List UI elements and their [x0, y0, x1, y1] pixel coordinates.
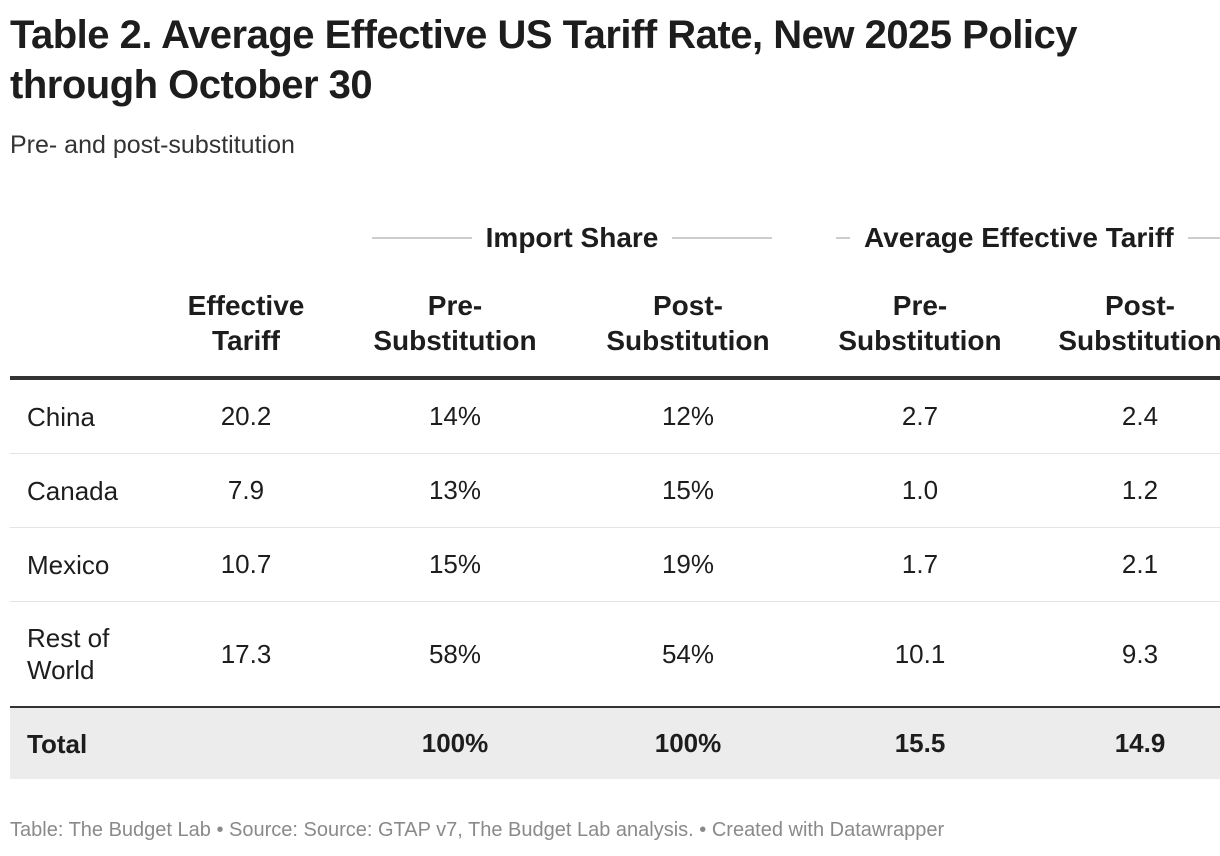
table-cell: 15.5 [894, 728, 946, 758]
table-row: Mexico 10.7 15% 19% 1.7 2.1 [10, 528, 1220, 602]
table-cell: 100% [421, 728, 489, 758]
column-header-line: Post- [1105, 290, 1175, 321]
divider [1187, 237, 1220, 239]
column-header-line: Substitution [838, 325, 1002, 356]
table-cell: 10.7 [220, 549, 272, 579]
column-header[interactable]: Pre- Substitution [345, 288, 565, 358]
column-header[interactable]: Post- Substitution [578, 288, 798, 358]
total-row: Total 100% 100% 15.5 14.9 [10, 708, 1220, 779]
table-cell: 2.4 [1121, 401, 1159, 431]
divider [836, 237, 850, 239]
total-rule [10, 706, 1220, 708]
divider [372, 237, 472, 239]
header-rule [10, 376, 1220, 380]
table-cell: 15% [661, 475, 715, 505]
row-label: Rest of World [27, 623, 110, 685]
divider [672, 237, 773, 239]
column-header-line: Pre- [892, 290, 948, 321]
column-header[interactable]: Post- Substitution [1030, 288, 1220, 358]
column-header[interactable]: Effective Tariff [136, 288, 356, 358]
table-cell: 13% [428, 475, 482, 505]
table-cell: 2.7 [901, 401, 939, 431]
table-cell: 10.1 [894, 638, 946, 669]
column-header-line: Post- [653, 290, 723, 321]
chart-title: Table 2. Average Effective US Tariff Rat… [10, 13, 1078, 107]
table-cell: 9.3 [1121, 638, 1159, 669]
spanning-header-average-effective-tariff: Average Effective Tariff [836, 221, 1220, 255]
table-row: Rest of World 17.3 58% 54% 10.1 9.3 [10, 602, 1220, 707]
footer-credits: Table: The Budget Lab • Source: Source: … [10, 819, 945, 841]
column-header-line: Effective [187, 290, 305, 321]
column-header-line: Pre- [427, 290, 483, 321]
row-label: Total [27, 728, 88, 759]
spanning-header-import-share: Import Share [372, 221, 773, 255]
table-cell: 19% [661, 549, 715, 579]
table-cell: 54% [661, 638, 715, 669]
table-cell: 14% [428, 401, 482, 431]
row-label: Canada [27, 475, 119, 506]
column-header-line: Substitution [1058, 325, 1220, 356]
row-label: Mexico [27, 549, 110, 580]
spanning-header-label: Import Share [485, 222, 659, 253]
table-cell: 12% [661, 401, 715, 431]
table-row: China 20.2 14% 12% 2.7 2.4 [10, 380, 1220, 454]
table-row: Canada 7.9 13% 15% 1.0 1.2 [10, 454, 1220, 528]
column-header-line: Tariff [212, 325, 280, 356]
row-label: China [27, 401, 95, 432]
table-cell: 17.3 [220, 638, 272, 669]
table-cell: 14.9 [1114, 728, 1166, 758]
table-cell: 1.7 [901, 549, 939, 579]
table-cell: 1.0 [901, 475, 939, 505]
table-cell: 2.1 [1121, 549, 1159, 579]
column-header-line: Substitution [373, 325, 537, 356]
column-header-line: Substitution [606, 325, 770, 356]
column-header[interactable]: Pre- Substitution [810, 288, 1030, 358]
table-cell: 7.9 [227, 475, 265, 505]
table-cell: 58% [428, 638, 482, 669]
table-cell: 100% [654, 728, 722, 758]
table-cell: 15% [428, 549, 482, 579]
table-cell: 20.2 [220, 401, 272, 431]
spanning-header-label: Average Effective Tariff [864, 222, 1174, 253]
table-cell [146, 708, 346, 779]
chart-subtitle: Pre- and post-substitution [10, 131, 295, 159]
table-cell: 1.2 [1121, 475, 1159, 505]
